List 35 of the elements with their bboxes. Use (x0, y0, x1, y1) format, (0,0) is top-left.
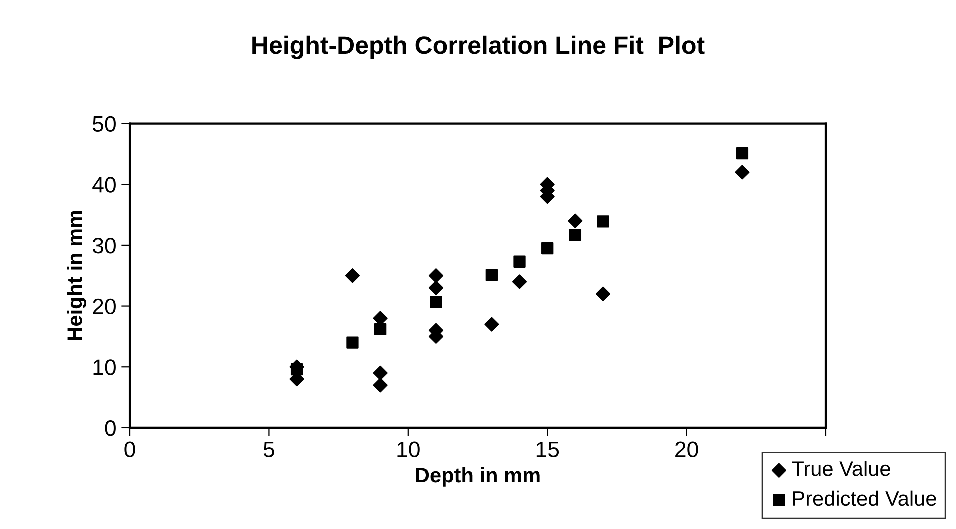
point (542, 242, 554, 255)
legend-label: True Value (792, 460, 890, 476)
legend-label: Predicted Value (793, 490, 936, 506)
point (345, 268, 360, 284)
y-tick-label: 20 (93, 298, 116, 315)
point (735, 165, 750, 180)
point (428, 268, 444, 284)
point (374, 323, 387, 336)
y-tick-label: 50 (92, 116, 116, 132)
y-tick-label: 10 (94, 360, 116, 376)
point (597, 216, 610, 228)
point (373, 366, 388, 380)
point (373, 378, 388, 393)
y-tick-label: 40 (92, 177, 116, 193)
point (514, 256, 526, 268)
point (512, 274, 528, 290)
x-tick-label: 0 (124, 442, 136, 458)
point (428, 280, 444, 296)
point (596, 286, 611, 302)
x-tick-label: 10 (398, 442, 420, 458)
point (736, 148, 749, 160)
x-tick-label: 5 (264, 442, 274, 458)
point (484, 317, 500, 332)
x-tick-label: 20 (676, 442, 698, 458)
point (430, 296, 442, 308)
chart-title: Height-Depth Correlation Line Fit Plot (252, 36, 705, 60)
point (346, 336, 359, 349)
y-tick-label: 0 (105, 420, 116, 436)
x-tick-label: 15 (536, 442, 560, 458)
x-axis-title: Depth in mm (416, 467, 540, 487)
point (569, 229, 582, 242)
y-tick-label: 30 (92, 238, 116, 254)
point (486, 269, 498, 282)
point (568, 214, 583, 228)
y-axis-title: Height in mm (67, 211, 87, 340)
